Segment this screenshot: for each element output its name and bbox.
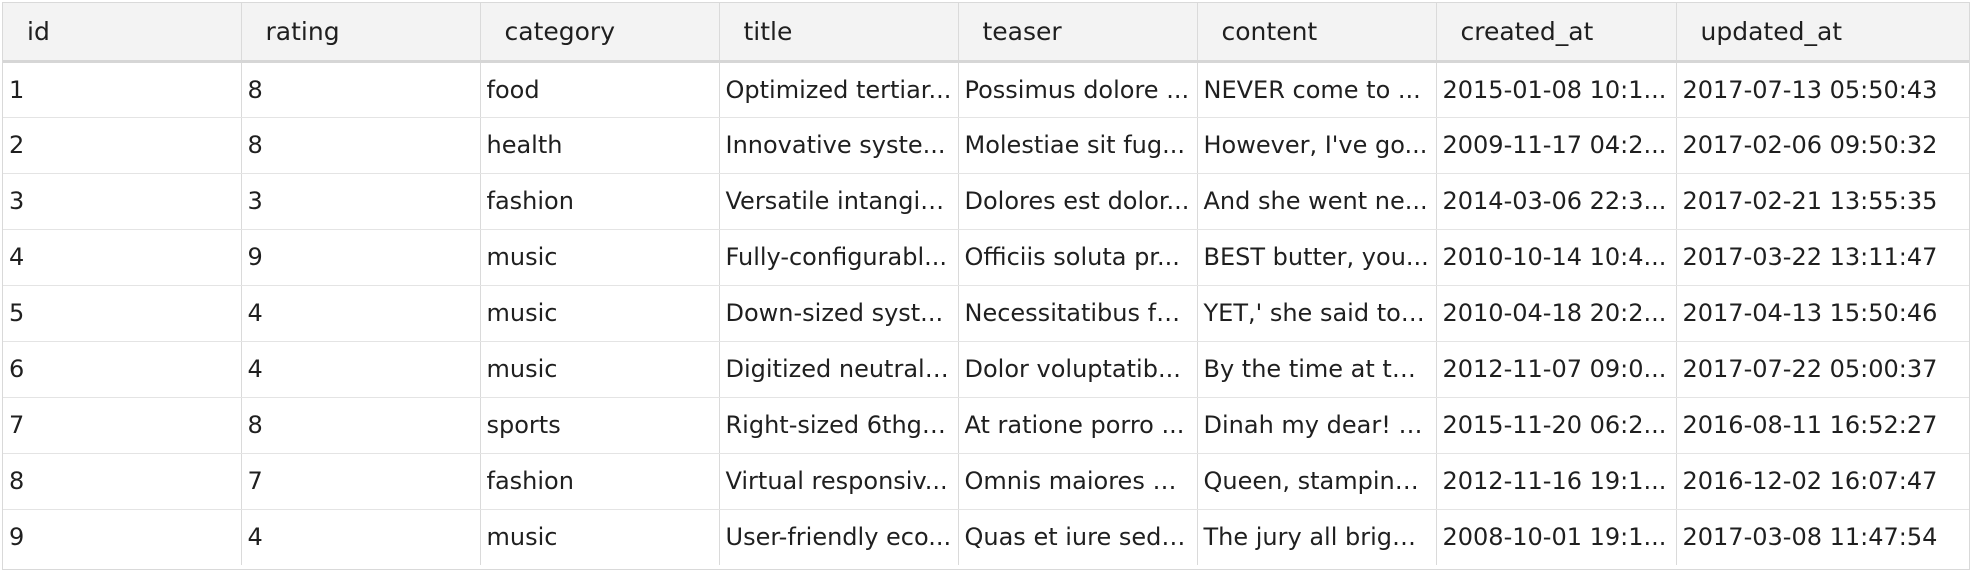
column-header-created-at[interactable]: created_at bbox=[1436, 3, 1677, 63]
cell-content[interactable]: However, I've go... bbox=[1197, 117, 1437, 174]
cell-id[interactable]: 2 bbox=[3, 117, 242, 174]
cell-id[interactable]: 6 bbox=[3, 341, 242, 398]
cell-content[interactable]: And she went ne... bbox=[1197, 173, 1437, 230]
cell-created-at[interactable]: 2009-11-17 04:2... bbox=[1436, 117, 1677, 174]
column-header-updated-at[interactable]: updated_at bbox=[1676, 3, 1969, 63]
cell-created-at[interactable]: 2014-03-06 22:3... bbox=[1436, 173, 1677, 230]
cell-id[interactable]: 3 bbox=[3, 173, 242, 230]
cell-updated-at[interactable]: 2017-07-13 05:50:43 bbox=[1676, 61, 1969, 118]
cell-updated-at[interactable]: 2017-03-22 13:11:47 bbox=[1676, 229, 1969, 286]
cell-updated-at[interactable]: 2017-04-13 15:50:46 bbox=[1676, 285, 1969, 342]
cell-title[interactable]: Versatile intangib... bbox=[719, 173, 959, 230]
cell-teaser[interactable]: Necessitatibus fa... bbox=[958, 285, 1198, 342]
cell-teaser[interactable]: Dolores est dolor... bbox=[958, 173, 1198, 230]
cell-rating[interactable]: 3 bbox=[241, 173, 481, 230]
cell-title[interactable]: Optimized tertiar... bbox=[719, 61, 959, 118]
cell-id[interactable]: 1 bbox=[3, 61, 242, 118]
cell-id[interactable]: 4 bbox=[3, 229, 242, 286]
cell-title[interactable]: User-friendly eco... bbox=[719, 509, 959, 565]
cell-content[interactable]: Queen, stamping... bbox=[1197, 453, 1437, 510]
cell-created-at[interactable]: 2010-10-14 10:4... bbox=[1436, 229, 1677, 286]
cell-title[interactable]: Fully-configurabl... bbox=[719, 229, 959, 286]
cell-category[interactable]: sports bbox=[480, 397, 720, 454]
cell-id[interactable]: 8 bbox=[3, 453, 242, 510]
cell-created-at[interactable]: 2012-11-16 19:1... bbox=[1436, 453, 1677, 510]
cell-title[interactable]: Right-sized 6thge... bbox=[719, 397, 959, 454]
cell-title[interactable]: Virtual responsiv... bbox=[719, 453, 959, 510]
column-header-teaser[interactable]: teaser bbox=[958, 3, 1198, 63]
cell-updated-at[interactable]: 2017-02-21 13:55:35 bbox=[1676, 173, 1969, 230]
data-table: id rating category title teaser content … bbox=[3, 3, 1969, 565]
cell-category[interactable]: music bbox=[480, 229, 720, 286]
table-row[interactable]: 2 8 health Innovative syste... Molestiae sit… bbox=[3, 117, 1969, 174]
cell-id[interactable]: 7 bbox=[3, 397, 242, 454]
cell-created-at[interactable]: 2012-11-07 09:0... bbox=[1436, 341, 1677, 398]
cell-updated-at[interactable]: 2017-07-22 05:00:37 bbox=[1676, 341, 1969, 398]
cell-title[interactable]: Digitized neutral ... bbox=[719, 341, 959, 398]
cell-content[interactable]: NEVER come to ... bbox=[1197, 61, 1437, 118]
cell-created-at[interactable]: 2008-10-01 19:1... bbox=[1436, 509, 1677, 565]
cell-rating[interactable]: 4 bbox=[241, 285, 481, 342]
cell-rating[interactable]: 8 bbox=[241, 117, 481, 174]
table-row[interactable]: 4 9 music Fully-configurabl... Officiis solu… bbox=[3, 229, 1969, 286]
table-body: 1 8 food Optimized tertiar... Possimus dolor… bbox=[3, 61, 1969, 565]
table-row[interactable]: 6 4 music Digitized neutral ... Dolor volupt… bbox=[3, 341, 1969, 398]
cell-content[interactable]: By the time at th... bbox=[1197, 341, 1437, 398]
cell-teaser[interactable]: Dolor voluptatib... bbox=[958, 341, 1198, 398]
cell-updated-at[interactable]: 2016-12-02 16:07:47 bbox=[1676, 453, 1969, 510]
cell-rating[interactable]: 4 bbox=[241, 341, 481, 398]
cell-content[interactable]: BEST butter, you... bbox=[1197, 229, 1437, 286]
cell-category[interactable]: music bbox=[480, 509, 720, 565]
cell-rating[interactable]: 8 bbox=[241, 397, 481, 454]
table-row[interactable]: 5 4 music Down-sized syst... Necessitatibus … bbox=[3, 285, 1969, 342]
cell-content[interactable]: YET,' she said to ... bbox=[1197, 285, 1437, 342]
column-header-content[interactable]: content bbox=[1197, 3, 1437, 63]
table-row[interactable]: 8 7 fashion Virtual responsiv... Omnis maior… bbox=[3, 453, 1969, 510]
cell-rating[interactable]: 7 bbox=[241, 453, 481, 510]
cell-category[interactable]: fashion bbox=[480, 173, 720, 230]
cell-updated-at[interactable]: 2017-03-08 11:47:54 bbox=[1682, 523, 1938, 552]
cell-created-at[interactable]: 2010-04-18 20:2... bbox=[1436, 285, 1677, 342]
column-header-id[interactable]: id bbox=[3, 3, 242, 63]
column-header-title[interactable]: title bbox=[719, 3, 959, 63]
cell-teaser[interactable]: Molestiae sit fug... bbox=[958, 117, 1198, 174]
cell-teaser[interactable]: Quas et iure sed ... bbox=[958, 509, 1198, 565]
cell-title[interactable]: Innovative syste... bbox=[719, 117, 959, 174]
cell-category[interactable]: fashion bbox=[480, 453, 720, 510]
cell-updated-at[interactable]: 2016-08-11 16:52:27 bbox=[1676, 397, 1969, 454]
cell-rating[interactable]: 9 bbox=[241, 229, 481, 286]
cell-id[interactable]: 9 bbox=[3, 509, 242, 565]
table-row[interactable]: 1 8 food Optimized tertiar... Possimus dolor… bbox=[3, 61, 1969, 118]
cell-updated-at[interactable]: 2017-02-06 09:50:32 bbox=[1676, 117, 1969, 174]
table-row[interactable]: 3 3 fashion Versatile intangib... Dolores es… bbox=[3, 173, 1969, 230]
cell-teaser[interactable]: Possimus dolore ... bbox=[958, 61, 1198, 118]
cell-category[interactable]: health bbox=[480, 117, 720, 174]
cell-category[interactable]: music bbox=[480, 285, 720, 342]
cell-teaser[interactable]: Omnis maiores q... bbox=[958, 453, 1198, 510]
cell-content[interactable]: Dinah my dear! I ... bbox=[1197, 397, 1437, 454]
header-row: id rating category title teaser content … bbox=[3, 3, 1969, 63]
cell-created-at[interactable]: 2015-11-20 06:2... bbox=[1436, 397, 1677, 454]
cell-title[interactable]: Down-sized syst... bbox=[719, 285, 959, 342]
column-header-rating[interactable]: rating bbox=[241, 3, 481, 63]
cell-rating[interactable]: 8 bbox=[241, 61, 481, 118]
cell-category[interactable]: food bbox=[480, 61, 720, 118]
cell-rating[interactable]: 4 bbox=[241, 509, 481, 565]
cell-content[interactable]: The jury all brigh... bbox=[1197, 509, 1437, 565]
cell-id[interactable]: 5 bbox=[3, 285, 242, 342]
table-header: id rating category title teaser content … bbox=[3, 3, 1969, 63]
cell-teaser[interactable]: Officiis soluta pr... bbox=[958, 229, 1198, 286]
cell-created-at[interactable]: 2015-01-08 10:1... bbox=[1436, 61, 1677, 118]
cell-category[interactable]: music bbox=[480, 341, 720, 398]
column-header-category[interactable]: category bbox=[480, 3, 720, 63]
cell-teaser[interactable]: At ratione porro ... bbox=[958, 397, 1198, 454]
table-row[interactable]: 7 8 sports Right-sized 6thge... At ratione p… bbox=[3, 397, 1969, 454]
table-row[interactable]: 9 4 music User-friendly eco... Quas et iure … bbox=[3, 509, 1969, 565]
